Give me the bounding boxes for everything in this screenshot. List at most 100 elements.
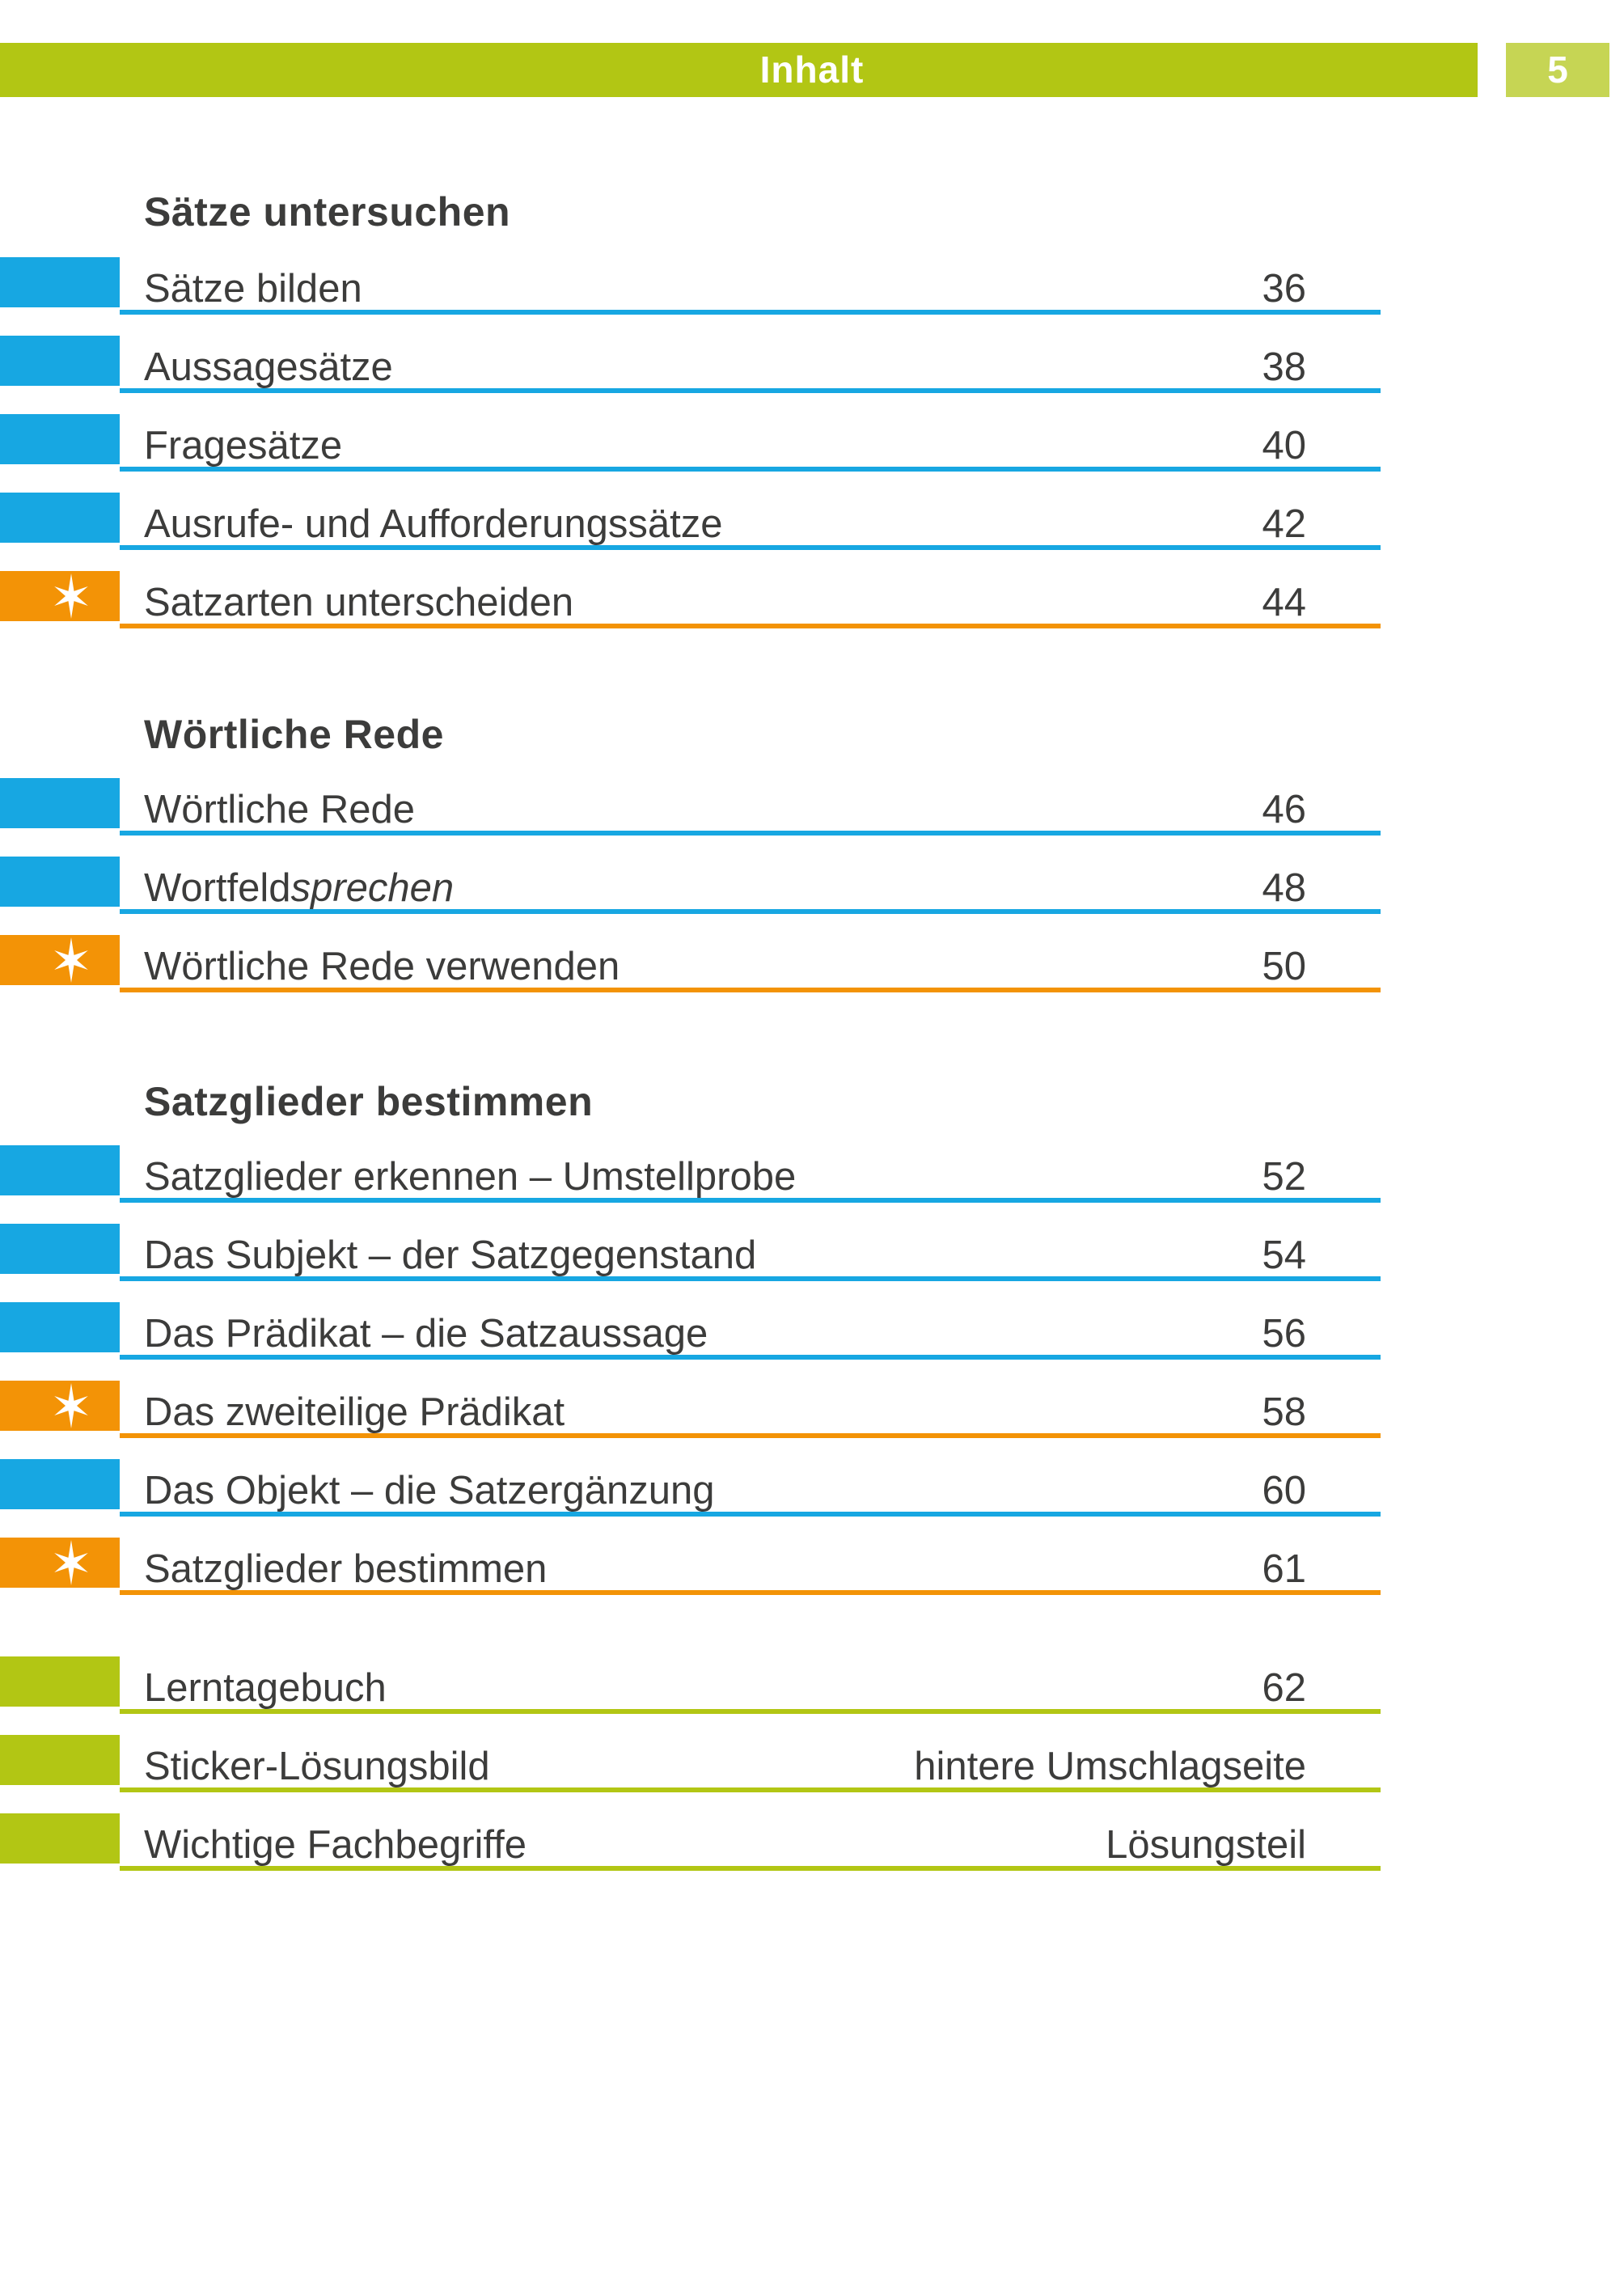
toc-row: Aussagesätze 38 xyxy=(0,336,1381,393)
row-title-text: Aussagesätze xyxy=(144,345,393,389)
row-title: Das Objekt – die Satzergänzung xyxy=(144,1459,714,1516)
row-underline xyxy=(120,1787,1381,1792)
star-icon xyxy=(54,1540,88,1585)
row-underline xyxy=(120,388,1381,393)
row-color-tab xyxy=(0,414,120,464)
toc-row: Sticker-Lösungsbild hintere Umschlagseit… xyxy=(0,1735,1381,1792)
row-underline xyxy=(120,1276,1381,1281)
row-title: Sätze bilden xyxy=(144,257,362,314)
row-page-number: 54 xyxy=(1262,1233,1306,1277)
row-title-text: Sätze bilden xyxy=(144,267,362,311)
row-page-number: 60 xyxy=(1262,1469,1306,1512)
toc-row: Wichtige Fachbegriffe Lösungsteil xyxy=(0,1813,1381,1871)
row-page-number: hintere Umschlagseite xyxy=(914,1745,1306,1788)
section-heading: Satzglieder bestimmen xyxy=(144,1079,594,1124)
row-title-text: Wortfeld xyxy=(144,866,291,910)
row-color-tab xyxy=(0,1459,120,1509)
row-underline xyxy=(120,1590,1381,1595)
row-title: Wortfeld sprechen xyxy=(144,857,454,913)
row-title-text: Ausrufe- und Aufforderungssätze xyxy=(144,502,723,546)
row-color-tab xyxy=(0,857,120,907)
header-bar xyxy=(0,43,1478,97)
row-page-number: 46 xyxy=(1262,788,1306,831)
row-title: Lerntagebuch xyxy=(144,1656,387,1713)
toc-row: Das Prädikat – die Satzaussage 56 xyxy=(0,1302,1381,1360)
row-color-tab xyxy=(0,935,120,985)
row-underline xyxy=(120,1355,1381,1360)
star-icon xyxy=(54,573,88,619)
row-title-text: Das Subjekt – der Satzgegenstand xyxy=(144,1233,757,1277)
row-title-text: Das Prädikat – die Satzaussage xyxy=(144,1312,708,1356)
row-title-text: Sticker-Lösungsbild xyxy=(144,1745,490,1788)
row-title-text: Satzarten unterscheiden xyxy=(144,581,574,624)
row-color-tab xyxy=(0,571,120,621)
row-title: Ausrufe- und Aufforderungssätze xyxy=(144,493,723,549)
row-page-number: 38 xyxy=(1262,345,1306,389)
toc-row: Lerntagebuch 62 xyxy=(0,1656,1381,1714)
row-page-number: 50 xyxy=(1262,945,1306,988)
row-underline xyxy=(120,1866,1381,1871)
row-color-tab xyxy=(0,1735,120,1785)
toc-row: Sätze bilden 36 xyxy=(0,257,1381,315)
row-page-number: Lösungsteil xyxy=(1106,1823,1306,1867)
row-title-text: Wichtige Fachbegriffe xyxy=(144,1823,527,1867)
row-underline xyxy=(120,1198,1381,1203)
toc-row: Satzglieder bestimmen 61 xyxy=(0,1538,1381,1595)
row-color-tab xyxy=(0,1145,120,1195)
page-title: Inhalt xyxy=(759,49,865,91)
row-page-number: 56 xyxy=(1262,1312,1306,1356)
row-title: Das Prädikat – die Satzaussage xyxy=(144,1302,708,1359)
row-title: Wichtige Fachbegriffe xyxy=(144,1813,527,1870)
row-color-tab xyxy=(0,493,120,543)
row-underline xyxy=(120,545,1381,550)
row-underline xyxy=(120,624,1381,628)
toc-row: Wörtliche Rede 46 xyxy=(0,778,1381,836)
page-number-badge: 5 xyxy=(1506,43,1609,97)
toc-row: Das Objekt – die Satzergänzung 60 xyxy=(0,1459,1381,1517)
row-title: Satzglieder erkennen – Umstellprobe xyxy=(144,1145,796,1202)
star-icon xyxy=(54,1383,88,1428)
row-underline xyxy=(120,1512,1381,1517)
row-underline xyxy=(120,310,1381,315)
toc-row: Wörtliche Rede verwenden 50 xyxy=(0,935,1381,992)
row-color-tab xyxy=(0,1656,120,1707)
toc-row: Wortfeld sprechen 48 xyxy=(0,857,1381,914)
row-title: Das Subjekt – der Satzgegenstand xyxy=(144,1224,756,1280)
toc-row: Fragesätze 40 xyxy=(0,414,1381,472)
section-heading: Sätze untersuchen xyxy=(144,189,511,235)
row-underline xyxy=(120,909,1381,914)
row-underline xyxy=(120,1433,1381,1438)
row-title-text: Lerntagebuch xyxy=(144,1666,387,1710)
row-underline xyxy=(120,467,1381,472)
row-title: Das zweiteilige Prädikat xyxy=(144,1381,565,1437)
star-icon xyxy=(54,937,88,983)
row-page-number: 61 xyxy=(1262,1547,1306,1591)
row-color-tab xyxy=(0,257,120,307)
row-color-tab xyxy=(0,778,120,828)
row-title-text: Wörtliche Rede verwenden xyxy=(144,945,620,988)
row-underline xyxy=(120,1709,1381,1714)
row-page-number: 52 xyxy=(1262,1155,1306,1199)
toc-row: Satzglieder erkennen – Umstellprobe 52 xyxy=(0,1145,1381,1203)
toc-row: Ausrufe- und Aufforderungssätze 42 xyxy=(0,493,1381,550)
row-title-italic: sprechen xyxy=(290,866,455,910)
row-title: Wörtliche Rede xyxy=(144,778,415,835)
row-title-text: Das zweiteilige Prädikat xyxy=(144,1390,565,1434)
row-color-tab xyxy=(0,336,120,386)
row-underline xyxy=(120,988,1381,992)
row-title-text: Wörtliche Rede xyxy=(144,788,415,831)
row-title-text: Das Objekt – die Satzergänzung xyxy=(144,1469,715,1512)
row-title: Fragesätze xyxy=(144,414,342,471)
row-title-text: Satzglieder erkennen – Umstellprobe xyxy=(144,1155,797,1199)
row-page-number: 36 xyxy=(1262,267,1306,311)
row-title: Aussagesätze xyxy=(144,336,393,392)
row-title: Sticker-Lösungsbild xyxy=(144,1735,490,1792)
row-page-number: 58 xyxy=(1262,1390,1306,1434)
row-color-tab xyxy=(0,1381,120,1431)
row-page-number: 42 xyxy=(1262,502,1306,546)
row-underline xyxy=(120,831,1381,836)
toc-row: Das zweiteilige Prädikat 58 xyxy=(0,1381,1381,1438)
row-page-number: 48 xyxy=(1262,866,1306,910)
section-heading: Wörtliche Rede xyxy=(144,712,444,757)
